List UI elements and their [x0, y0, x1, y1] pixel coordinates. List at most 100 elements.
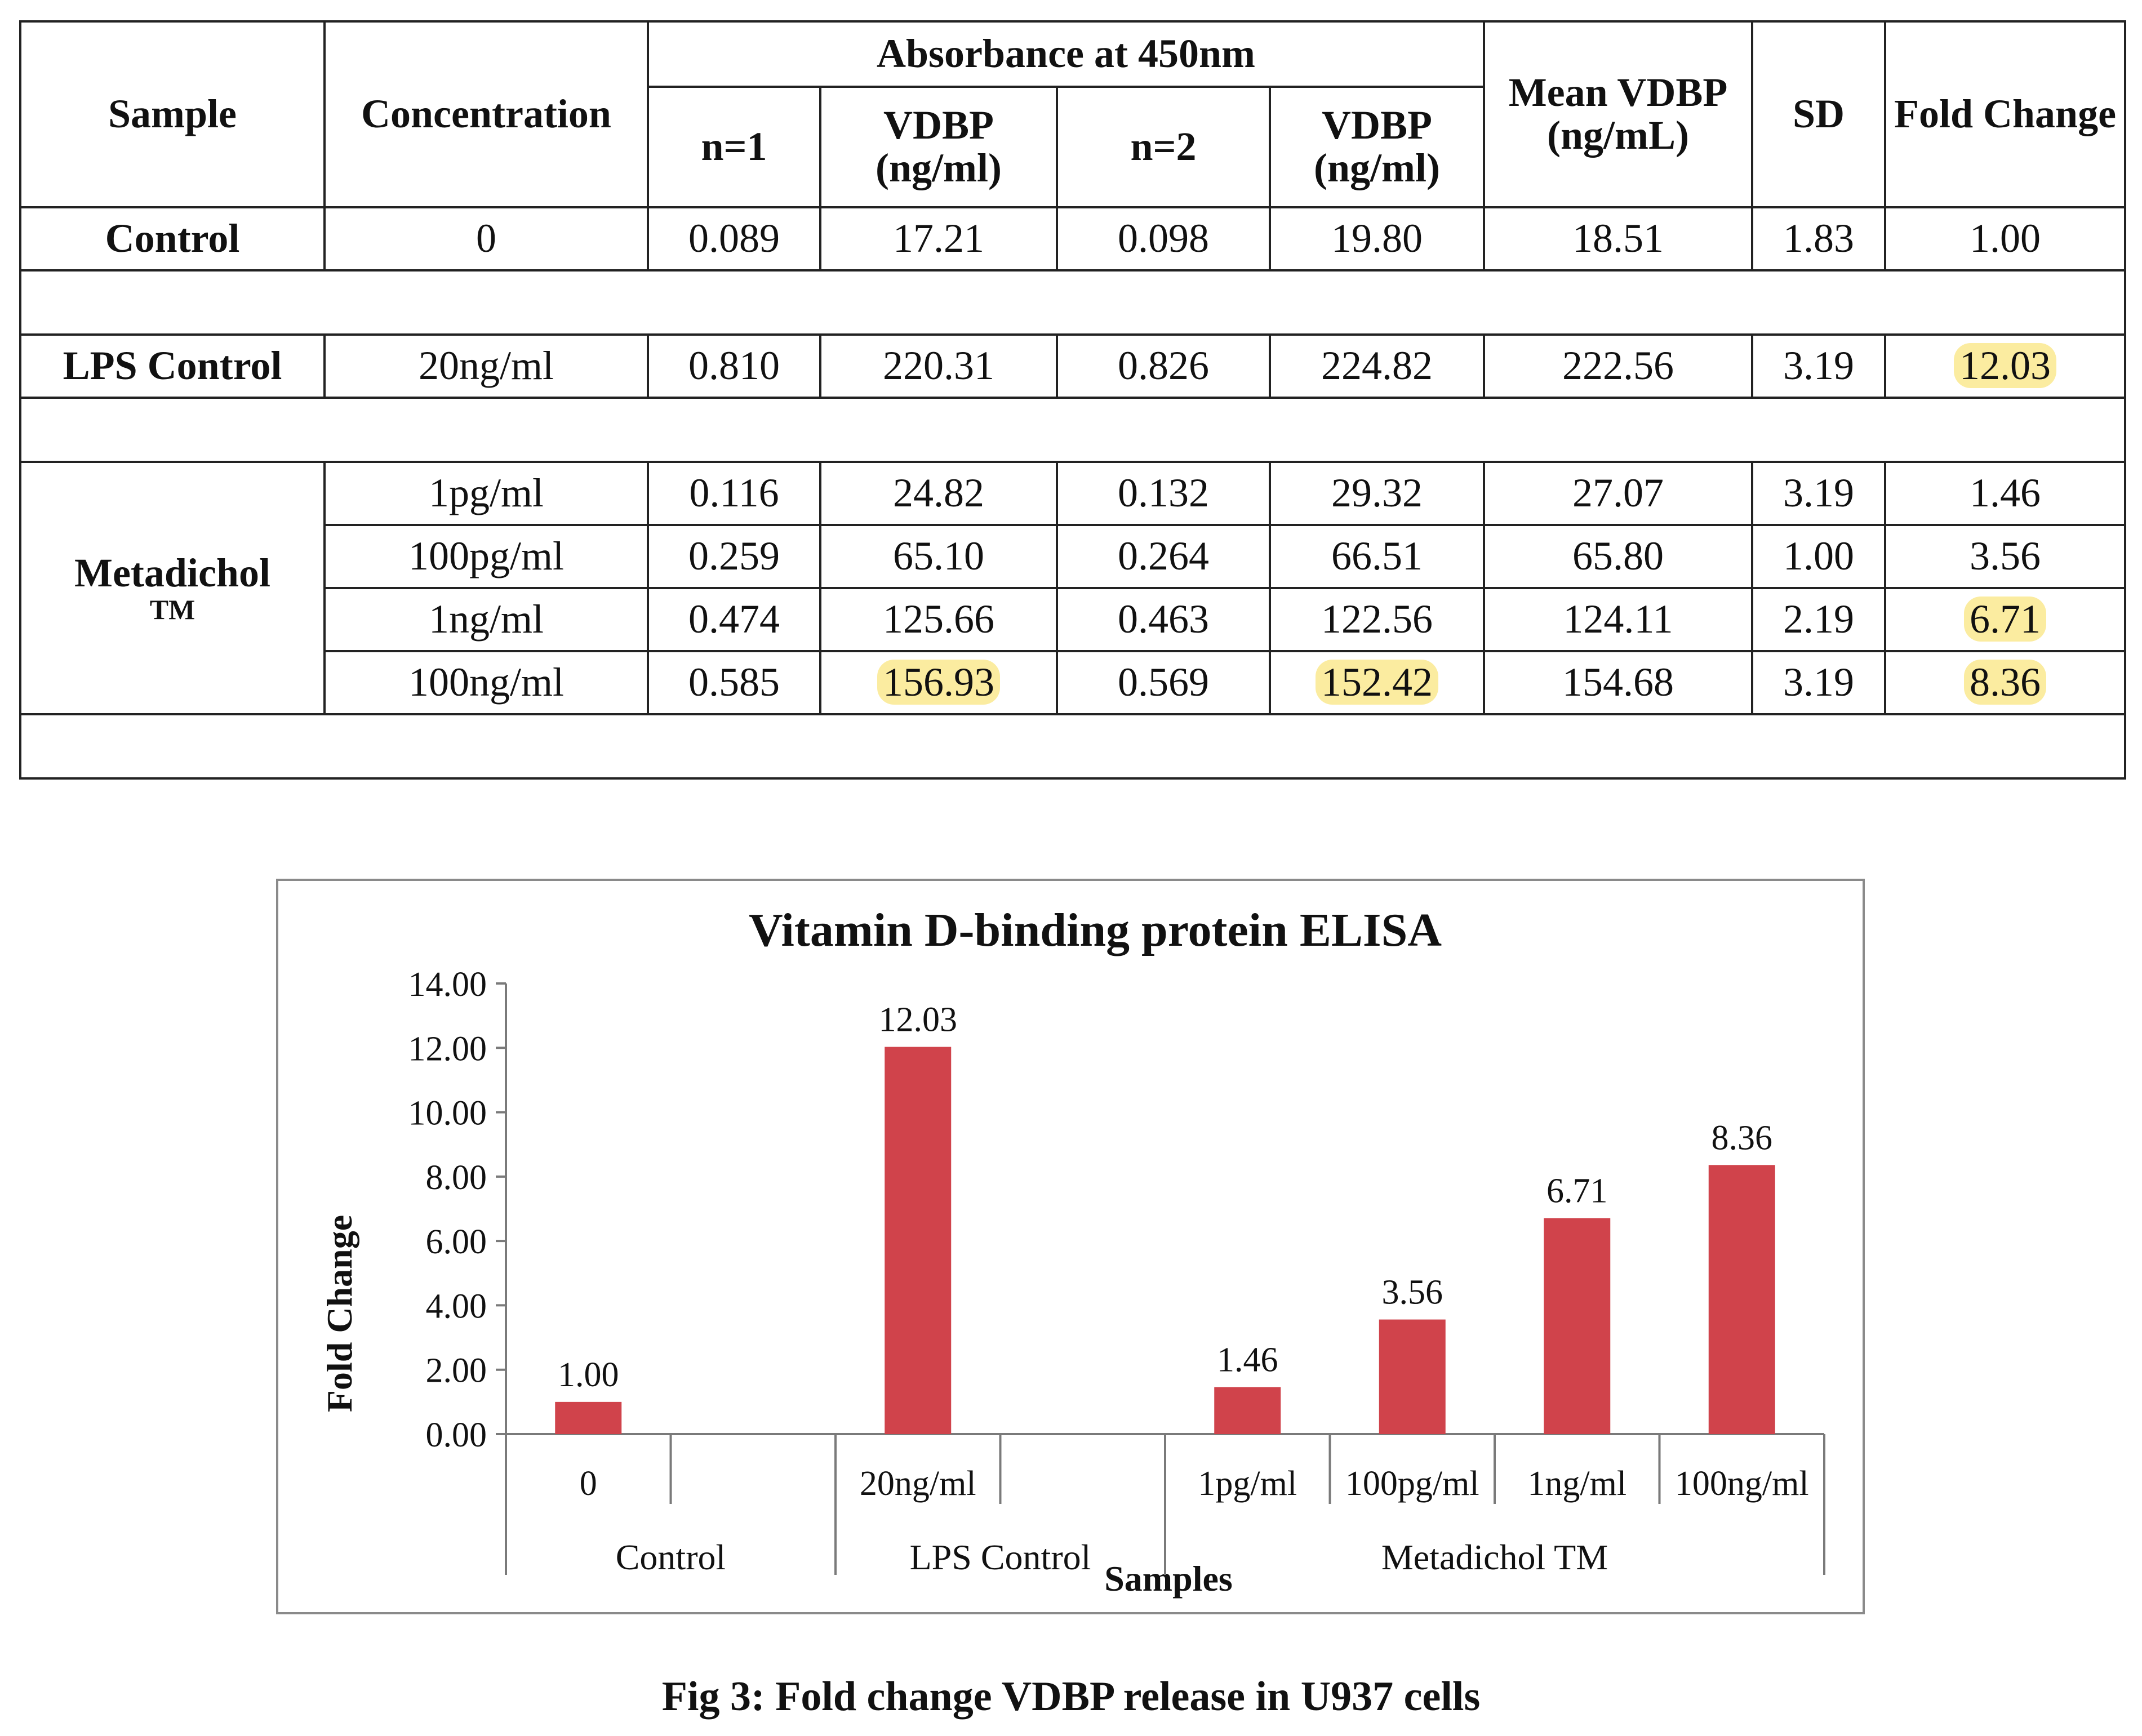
- sample-lps-control: LPS Control: [19, 333, 326, 399]
- sample-metadichol-label: Metadichol: [74, 550, 270, 595]
- category-tick-label: 20ng/ml: [860, 1465, 976, 1503]
- category-tick-label: 0: [580, 1465, 597, 1503]
- y-tick-label: 10.00: [408, 1094, 487, 1133]
- cell-mean: 124.11: [1483, 587, 1754, 652]
- cell-vdbp-1: 65.10: [819, 524, 1058, 589]
- cell-fold-change: 8.36: [1884, 650, 2127, 715]
- cell-mean: 222.56: [1483, 333, 1754, 399]
- cell-n2: 0.463: [1056, 587, 1271, 652]
- cell-mean: 27.07: [1483, 461, 1754, 526]
- sample-control: Control: [19, 206, 326, 271]
- header-n1: n=1: [647, 86, 821, 208]
- cell-vdbp-2: 152.42: [1268, 650, 1486, 715]
- table-row-lps-control: LPS Control 20ng/ml 0.810 220.31 0.826 2…: [19, 333, 2127, 399]
- cell-mean: 154.68: [1483, 650, 1754, 715]
- cell-sd: 3.19: [1751, 650, 1887, 715]
- y-tick-label: 12.00: [408, 1030, 487, 1068]
- x-axis-label: Samples: [1104, 1559, 1233, 1599]
- y-tick-label: 4.00: [426, 1287, 487, 1325]
- table-row-metadichol-100pg: 100pg/ml 0.259 65.10 0.264 66.51 65.80 1…: [20, 524, 2127, 589]
- data-label: 12.03: [879, 1001, 958, 1039]
- cell-concentration: 0: [323, 206, 649, 271]
- header-mean-vdbp: Mean VDBP (ng/mL): [1483, 20, 1754, 208]
- header-sample: Sample: [19, 20, 326, 208]
- data-label: 8.36: [1712, 1119, 1773, 1157]
- fold-change-bar-chart: Vitamin D-binding protein ELISA Fold Cha…: [319, 904, 1825, 1599]
- highlighted-value: 12.03: [1954, 343, 2057, 389]
- table-row-metadichol-1ng: 1ng/ml 0.474 125.66 0.463 122.56 124.11 …: [20, 587, 2127, 652]
- cell-sd: 2.19: [1751, 587, 1887, 652]
- cell-vdbp-2: 66.51: [1268, 524, 1486, 589]
- category-tick-label: 100ng/ml: [1675, 1465, 1809, 1503]
- bar: [1544, 1218, 1611, 1434]
- results-table: Sample Concentration Absorbance at 450nm…: [19, 20, 2127, 780]
- sample-metadichol: Metadichol TM: [19, 461, 326, 715]
- highlighted-value: 152.42: [1316, 660, 1438, 705]
- group-label: Control: [616, 1537, 726, 1577]
- y-tick-label: 8.00: [426, 1159, 487, 1197]
- cell-fold-change: 3.56: [1884, 524, 2127, 589]
- cell-n2: 0.132: [1056, 461, 1271, 526]
- cell-fold-change: 1.46: [1884, 461, 2127, 526]
- cell-vdbp-1: 125.66: [819, 587, 1058, 652]
- y-axis-label: Fold Change: [319, 1215, 359, 1412]
- cell-vdbp-2: 29.32: [1268, 461, 1486, 526]
- data-label: 6.71: [1546, 1172, 1608, 1210]
- header-concentration: Concentration: [323, 20, 649, 208]
- cell-n1: 0.259: [647, 524, 821, 589]
- bar: [1708, 1165, 1775, 1434]
- cell-mean: 18.51: [1483, 206, 1754, 271]
- cell-fold-change: 12.03: [1884, 333, 2127, 399]
- data-label: 1.46: [1217, 1341, 1278, 1379]
- cell-sd: 3.19: [1751, 333, 1887, 399]
- cell-n2: 0.826: [1056, 333, 1271, 399]
- cell-concentration: 100ng/ml: [323, 650, 649, 715]
- chart-frame: Vitamin D-binding protein ELISA Fold Cha…: [276, 879, 1865, 1614]
- table-row-control: Control 0 0.089 17.21 0.098 19.80 18.51 …: [19, 206, 2127, 271]
- cell-concentration: 20ng/ml: [323, 333, 649, 399]
- cell-n2: 0.264: [1056, 524, 1271, 589]
- highlighted-value: 156.93: [877, 660, 1000, 705]
- cell-n1: 0.810: [647, 333, 821, 399]
- cell-vdbp-1: 24.82: [819, 461, 1058, 526]
- table-row-metadichol-100ng: 100ng/ml 0.585 156.93 0.569 152.42 154.6…: [20, 650, 2127, 715]
- cell-sd: 1.83: [1751, 206, 1887, 271]
- cell-vdbp-2: 122.56: [1268, 587, 1486, 652]
- header-row-2: n=1 VDBP (ng/ml) n=2 VDBP (ng/ml): [20, 86, 2125, 208]
- y-tick-label: 0.00: [426, 1416, 487, 1454]
- header-row-1: Sample Concentration Absorbance at 450nm…: [19, 20, 2127, 208]
- spacer-row: [19, 397, 2127, 463]
- highlighted-value: 6.71: [1964, 597, 2047, 642]
- bar: [1214, 1387, 1281, 1434]
- cell-n2: 0.569: [1056, 650, 1271, 715]
- group-label: LPS Control: [910, 1537, 1091, 1577]
- cell-vdbp-1: 220.31: [819, 333, 1058, 399]
- figure-caption: Fig 3: Fold change VDBP release in U937 …: [661, 1673, 1481, 1720]
- trademark-label: TM: [149, 593, 195, 625]
- header-vdbp-1: VDBP (ng/ml): [819, 86, 1058, 208]
- cell-vdbp-1: 17.21: [819, 206, 1058, 271]
- table-row-metadichol-1pg: Metadichol TM 1pg/ml 0.116 24.82 0.132 2…: [19, 461, 2127, 715]
- cell-vdbp-1: 156.93: [819, 650, 1058, 715]
- bar: [555, 1401, 622, 1434]
- category-tick-label: 100pg/ml: [1345, 1465, 1479, 1503]
- cell-n2: 0.098: [1056, 206, 1271, 271]
- cell-n1: 0.585: [647, 650, 821, 715]
- spacer-row: [19, 713, 2127, 780]
- group-label: Metadichol TM: [1381, 1537, 1608, 1577]
- cell-vdbp-2: 224.82: [1268, 333, 1486, 399]
- header-vdbp-2: VDBP (ng/ml): [1268, 86, 1486, 208]
- spacer-row: [19, 269, 2127, 336]
- highlighted-value: 8.36: [1964, 660, 2047, 705]
- header-absorbance: Absorbance at 450nm: [646, 20, 1486, 88]
- chart-title: Vitamin D-binding protein ELISA: [749, 904, 1442, 956]
- cell-mean: 65.80: [1483, 524, 1754, 589]
- cell-sd: 3.19: [1751, 461, 1887, 526]
- cell-n1: 0.089: [647, 206, 821, 271]
- category-tick-label: 1ng/ml: [1527, 1465, 1627, 1503]
- cell-n1: 0.116: [647, 461, 821, 526]
- cell-vdbp-2: 19.80: [1268, 206, 1486, 271]
- header-sd: SD: [1751, 20, 1887, 208]
- category-tick-label: 1pg/ml: [1198, 1465, 1297, 1503]
- y-tick-label: 6.00: [426, 1223, 487, 1261]
